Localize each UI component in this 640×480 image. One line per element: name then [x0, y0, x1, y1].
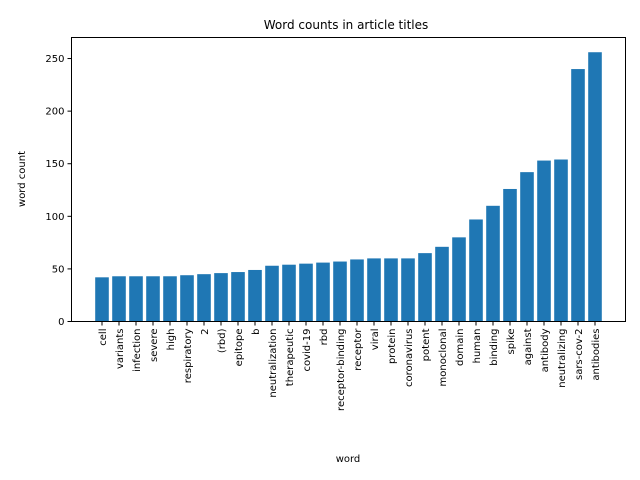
bars-group — [95, 52, 602, 322]
chart-title: Word counts in article titles — [264, 18, 429, 32]
bar-19 — [418, 253, 432, 322]
bar-20 — [435, 246, 449, 322]
bar-29 — [588, 52, 602, 322]
x-tick-label: infection — [132, 329, 143, 372]
x-tick-label: covid-19 — [302, 329, 313, 372]
x-tick-label: variants — [115, 329, 126, 370]
bar-28 — [571, 69, 585, 322]
bar-10 — [265, 265, 279, 322]
x-tick-label: domain — [455, 329, 466, 366]
bar-18 — [401, 258, 415, 322]
x-tick-label: 2 — [200, 329, 211, 335]
bar-27 — [554, 159, 568, 322]
x-axis-label: word — [336, 454, 361, 465]
bar-11 — [282, 264, 296, 322]
bar-5 — [180, 275, 194, 322]
bar-17 — [384, 258, 398, 322]
x-tick-label: sars-cov-2 — [574, 329, 585, 381]
x-tick-label: cell — [98, 329, 109, 346]
x-tick-label: spike — [506, 329, 517, 355]
x-tick-label: human — [472, 329, 483, 364]
x-tick-label: receptor — [353, 328, 364, 371]
bar-24 — [503, 188, 517, 322]
bar-25 — [520, 172, 534, 322]
plot-frame — [71, 37, 626, 322]
y-tick-label: 150 — [45, 159, 64, 170]
bar-16 — [367, 258, 381, 322]
x-tick-label: antibody — [540, 328, 551, 372]
bar-9 — [248, 269, 262, 322]
x-tick-label: (rbd) — [217, 328, 228, 353]
bar-22 — [469, 219, 483, 322]
bar-1 — [112, 276, 126, 322]
bar-13 — [316, 262, 330, 322]
x-tick-label: high — [166, 329, 177, 351]
x-tick-label: severe — [149, 329, 160, 362]
x-tick-label: coronavirus — [404, 329, 415, 387]
bar-26 — [537, 160, 551, 322]
x-tick-label: against — [523, 328, 534, 365]
x-tick-label: therapeutic — [285, 329, 296, 387]
x-tick-label: antibodies — [591, 329, 602, 381]
bar-3 — [146, 276, 160, 322]
bar-21 — [452, 237, 466, 322]
bar-2 — [129, 276, 143, 322]
x-tick-label: protein — [387, 329, 398, 365]
bar-8 — [231, 272, 245, 322]
bar-15 — [350, 259, 364, 322]
bar-14 — [333, 261, 347, 322]
y-axis-label: word count — [17, 151, 28, 207]
x-tick-label: neutralization — [268, 329, 279, 398]
x-tick-label: rbd — [319, 329, 330, 346]
x-axis-ticks: cell variants infection severe high respirato… — [98, 321, 602, 411]
y-axis-ticks: 0 50 100 150 200 250 — [45, 54, 72, 328]
bar-12 — [299, 263, 313, 322]
x-tick-label: monoclonal — [438, 329, 449, 387]
x-tick-label: respiratory — [183, 328, 194, 383]
y-tick-label: 200 — [45, 107, 64, 118]
bar-0 — [95, 277, 109, 322]
x-tick-label: epitope — [234, 329, 245, 367]
y-tick-label: 0 — [58, 317, 64, 328]
y-tick-label: 100 — [45, 212, 64, 223]
x-tick-label: neutralizing — [557, 329, 568, 388]
bar-4 — [163, 276, 177, 322]
x-tick-label: b — [251, 329, 262, 335]
bar-6 — [197, 274, 211, 322]
bar-23 — [486, 205, 500, 322]
bar-7 — [214, 273, 228, 322]
y-tick-label: 250 — [45, 54, 64, 65]
x-tick-label: receptor-binding — [336, 329, 347, 411]
x-tick-label: viral — [370, 329, 381, 351]
y-tick-label: 50 — [52, 264, 65, 275]
x-tick-label: potent — [421, 328, 432, 361]
x-tick-label: binding — [489, 329, 500, 366]
